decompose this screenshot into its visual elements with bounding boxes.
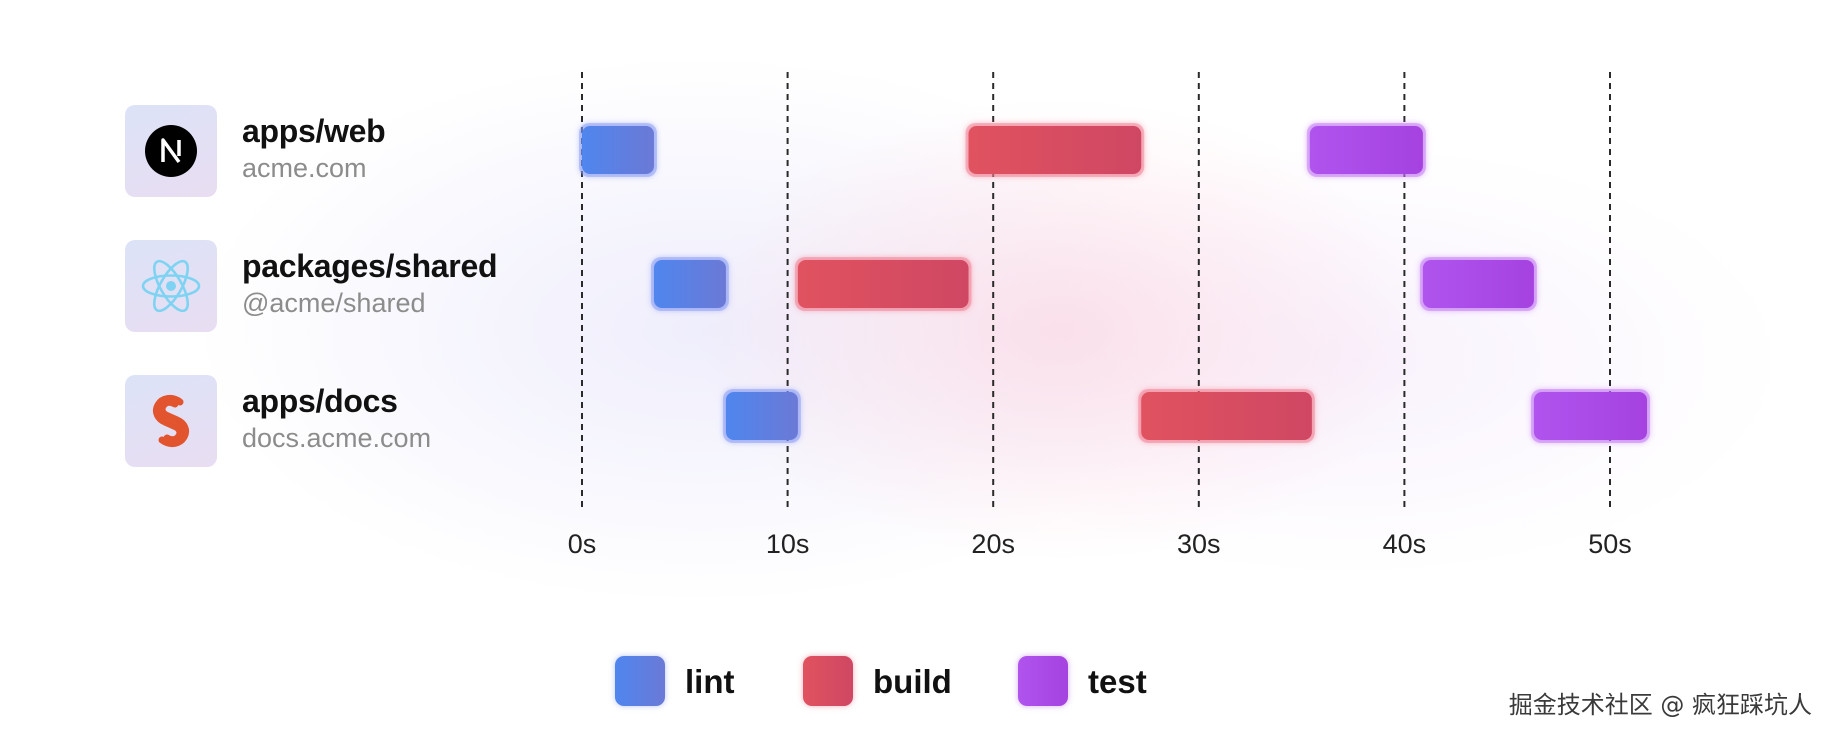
legend-swatch [1018,656,1068,706]
svelte-logo-icon [152,394,190,448]
legend-swatch [803,656,853,706]
x-tick-label: 20s [971,529,1015,559]
logo-tile [125,105,217,197]
legend-label: lint [685,663,735,700]
bar-test [1533,392,1648,440]
row-label-apps-web: apps/web acme.com [125,105,585,197]
x-tick-label: 30s [1177,529,1221,559]
bar-build [797,260,969,308]
row-label-packages-shared: packages/shared @acme/shared [125,240,585,332]
package-subtitle: @acme/shared [242,288,426,318]
bar-lint [582,126,654,174]
nextjs-logo-icon [145,125,197,177]
legend-swatch [615,656,665,706]
logo-tile [125,375,217,467]
package-name: apps/web [242,113,386,149]
x-tick-label: 0s [568,529,597,559]
package-subtitle: acme.com [242,153,367,183]
bar-test [1309,126,1423,174]
x-tick-label: 50s [1588,529,1632,559]
watermark: 掘金技术社区 @ 疯狂踩坑人 [1508,691,1812,719]
react-logo-icon [141,259,201,313]
legend-label: build [873,663,952,700]
package-subtitle: docs.acme.com [242,423,432,453]
logo-tile [125,240,217,332]
bar-test [1422,260,1534,308]
legend-label: test [1088,663,1147,700]
bar-lint [653,260,726,308]
bar-lint [725,392,798,440]
x-tick-label: 40s [1383,529,1427,559]
row-label-apps-docs: apps/docs docs.acme.com [125,375,585,467]
bar-build [968,126,1142,174]
package-name: packages/shared [242,248,498,284]
x-tick-label: 10s [766,529,810,559]
bar-build [1141,392,1312,440]
package-name: apps/docs [242,383,398,419]
